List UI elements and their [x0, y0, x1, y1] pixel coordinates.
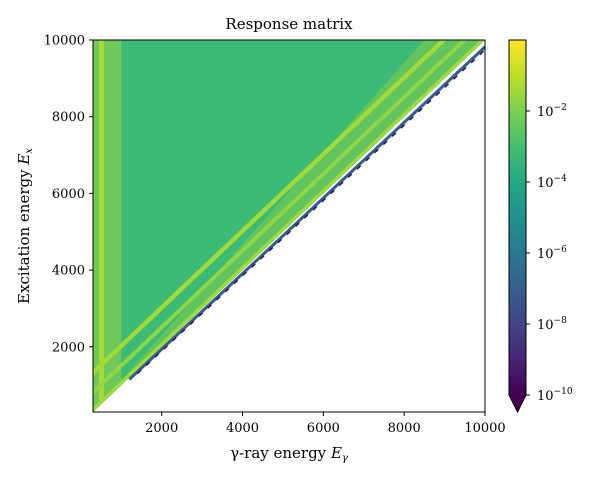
heatmap-double-escape-ridge — [93, 40, 447, 376]
heatmap-diagonal-band — [93, 40, 485, 412]
y-tick-label: 4000 — [52, 264, 85, 279]
y-tick-label: 8000 — [52, 110, 85, 125]
heatmap-single-escape-ridge — [93, 40, 468, 396]
y-tick-label: 2000 — [52, 340, 85, 355]
x-tick-label: 8000 — [388, 421, 421, 436]
colorbar-tick-label: 10−10 — [537, 387, 573, 404]
chart-title: Response matrix — [225, 15, 353, 33]
plot-frame — [92, 39, 486, 413]
colorbar-tick-label: 10−4 — [537, 174, 567, 191]
colorbar-tick-label: 10−6 — [537, 245, 567, 262]
heatmap-area — [93, 40, 485, 412]
x-tick-label: 10000 — [464, 421, 505, 436]
heatmap-left-band — [93, 40, 122, 412]
colorbar-ticks: 10−2 10−4 10−6 10−8 10−10 — [526, 103, 573, 404]
colorbar-tick-label: 10−8 — [537, 316, 567, 333]
x-axis: 2000 4000 6000 8000 10000 — [145, 412, 506, 436]
x-tick-label: 4000 — [226, 421, 259, 436]
heatmap-photopeak-diagonal — [93, 40, 485, 412]
y-axis: 2000 4000 6000 8000 10000 — [44, 34, 93, 355]
heatmap-background-triangle — [93, 40, 485, 412]
colorbar-frame — [508, 39, 527, 414]
heatmap-annihilation-line — [99, 40, 104, 407]
y-tick-label: 10000 — [44, 34, 85, 49]
y-axis-label: Excitation energy Ex — [15, 148, 35, 304]
x-tick-label: 2000 — [145, 421, 178, 436]
colorbar — [509, 40, 526, 395]
x-axis-label: γ-ray energy Eγ — [230, 444, 348, 464]
colorbar-extend-min — [509, 395, 526, 412]
heatmap-edge-blue — [128, 45, 485, 381]
y-tick-label: 6000 — [52, 187, 85, 202]
colorbar-tick-label: 10−2 — [537, 103, 567, 120]
x-tick-label: 6000 — [307, 421, 340, 436]
